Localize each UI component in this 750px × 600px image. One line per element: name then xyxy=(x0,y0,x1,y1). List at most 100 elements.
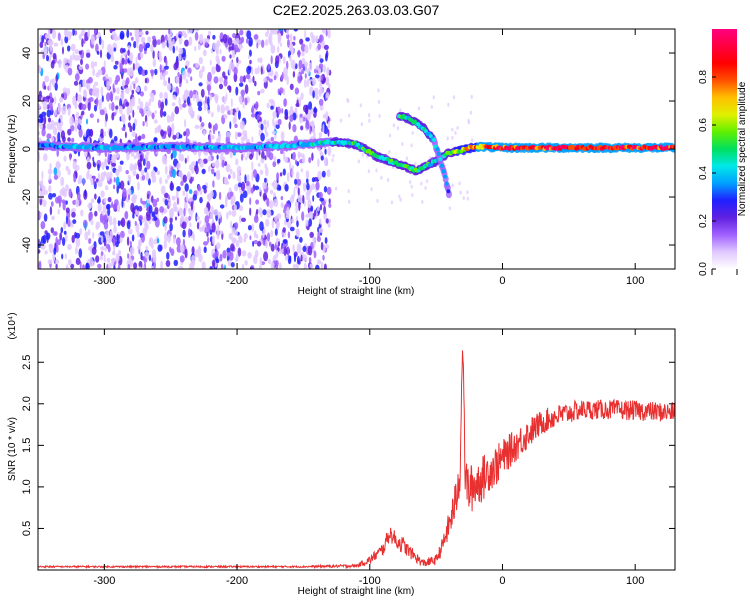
noise-speck xyxy=(141,200,147,205)
noise-speck xyxy=(325,52,328,62)
noise-speck xyxy=(135,86,140,93)
noise-speck xyxy=(233,66,238,75)
noise-speck xyxy=(116,233,119,244)
noise-speck xyxy=(109,91,113,101)
noise-speck xyxy=(268,78,273,83)
noise-speck xyxy=(225,93,228,102)
noise-speck xyxy=(183,131,187,137)
noise-speck xyxy=(67,218,71,227)
noise-speck xyxy=(134,77,139,84)
noise-speck xyxy=(91,246,97,255)
noise-speck xyxy=(287,246,290,256)
noise-speck xyxy=(56,239,61,246)
spectrogram-y-label: Frequency (Hz) xyxy=(7,115,18,184)
noise-speck xyxy=(95,72,100,78)
noise-speck xyxy=(133,155,137,160)
noise-speck xyxy=(292,112,297,121)
noise-speck xyxy=(282,56,286,64)
noise-speck xyxy=(229,54,232,59)
noise-speck xyxy=(199,116,202,123)
noise-speck xyxy=(247,186,251,193)
noise-speck xyxy=(55,263,58,269)
noise-speck xyxy=(262,228,265,239)
noise-speck xyxy=(242,75,246,83)
noise-speck xyxy=(198,253,203,263)
noise-speck xyxy=(212,235,215,245)
noise-speck xyxy=(156,125,161,134)
noise-speck xyxy=(303,200,306,207)
noise-speck xyxy=(129,240,132,247)
noise-speck xyxy=(320,74,324,82)
noise-speck xyxy=(129,32,132,37)
branch-track-point xyxy=(432,137,436,142)
noise-speck xyxy=(196,215,200,221)
noise-speck xyxy=(67,259,72,266)
noise-speck xyxy=(152,198,158,208)
noise-speck xyxy=(203,103,207,111)
noise-speck xyxy=(318,227,324,233)
noise-speck xyxy=(194,45,197,52)
noise-speck xyxy=(319,81,323,90)
noise-speck xyxy=(113,177,116,183)
noise-speck xyxy=(308,157,312,164)
noise-speck xyxy=(144,78,147,84)
noise-speck xyxy=(108,262,112,269)
noise-speck xyxy=(119,138,123,144)
noise-speck xyxy=(40,50,44,55)
noise-speck xyxy=(202,184,207,190)
noise-speck xyxy=(197,101,203,108)
noise-speck xyxy=(152,58,157,68)
noise-speck xyxy=(154,119,158,124)
noise-speck xyxy=(249,197,252,205)
noise-speck xyxy=(51,193,57,198)
noise-speck xyxy=(47,117,52,123)
noise-speck xyxy=(297,193,302,204)
noise-speck xyxy=(101,215,106,225)
noise-speck xyxy=(167,35,172,45)
noise-speck xyxy=(174,106,180,115)
noise-speck xyxy=(60,227,64,234)
noise-speck xyxy=(46,109,51,118)
noise-speck xyxy=(284,254,289,261)
noise-speck xyxy=(256,114,261,121)
noise-speck xyxy=(325,77,330,85)
noise-speck xyxy=(375,168,378,173)
noise-speck xyxy=(227,37,233,46)
noise-speck xyxy=(194,249,200,258)
noise-speck xyxy=(43,46,48,55)
noise-speck xyxy=(83,90,88,98)
noise-speck xyxy=(235,158,239,166)
noise-speck xyxy=(300,92,304,101)
noise-speck xyxy=(138,205,143,212)
noise-speck xyxy=(454,130,457,135)
noise-speck xyxy=(189,90,194,99)
noise-speck xyxy=(305,120,310,129)
noise-speck xyxy=(124,131,127,139)
noise-speck xyxy=(148,204,153,214)
noise-speck xyxy=(414,162,417,167)
noise-speck xyxy=(178,97,181,106)
noise-speck xyxy=(159,177,163,185)
noise-speck xyxy=(313,107,318,114)
noise-speck xyxy=(267,63,271,70)
noise-speck xyxy=(230,243,235,252)
noise-speck xyxy=(300,125,304,131)
noise-speck xyxy=(164,165,168,175)
noise-speck xyxy=(245,180,250,187)
noise-speck xyxy=(92,175,95,186)
noise-speck xyxy=(85,63,90,70)
noise-speck xyxy=(152,50,155,59)
noise-speck xyxy=(104,246,107,252)
noise-speck xyxy=(288,256,292,262)
noise-speck xyxy=(45,232,51,240)
noise-speck xyxy=(282,168,286,176)
noise-speck xyxy=(122,187,127,198)
noise-speck xyxy=(377,99,381,104)
noise-speck xyxy=(164,98,168,106)
noise-speck xyxy=(185,191,188,202)
noise-speck xyxy=(263,251,269,262)
noise-speck xyxy=(49,163,52,171)
noise-speck xyxy=(141,133,146,140)
noise-speck xyxy=(43,85,47,90)
